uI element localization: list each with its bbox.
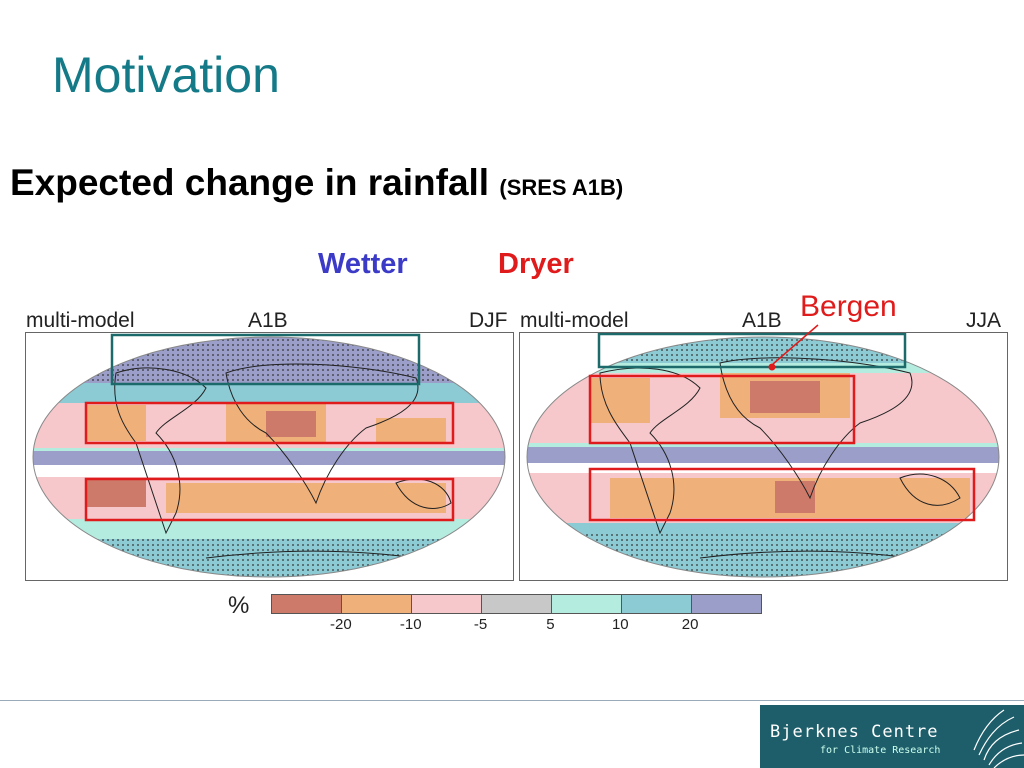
wet-region-box-jja (597, 333, 907, 369)
map1-left-label: multi-model (26, 309, 135, 332)
dry-region-box-jja-north (588, 374, 856, 445)
precip-map-djf (32, 333, 506, 578)
map1-center-label: A1B (248, 309, 288, 332)
subtitle-main: Expected change in rainfall (10, 162, 490, 203)
map1-right-label: DJF (469, 309, 508, 332)
legend-swatch (342, 595, 412, 613)
legend-swatch (622, 595, 692, 613)
slide-title: Motivation (52, 47, 280, 103)
wetter-label: Wetter (318, 248, 408, 280)
dry-region-box-djf-south (84, 477, 455, 522)
wet-region-box-djf (110, 333, 421, 386)
legend-swatch (552, 595, 622, 613)
legend-unit: % (228, 592, 250, 619)
map-panel-djf (25, 332, 514, 581)
logo-org-name: Bjerknes Centre (770, 722, 939, 742)
legend-tick-label: 20 (681, 616, 699, 633)
legend-swatch (692, 595, 761, 613)
legend-tick-label: -5 (473, 616, 488, 633)
legend-tick-label: -10 (399, 616, 422, 633)
legend-tick-label: -20 (330, 616, 352, 633)
logo-swirl-icon (973, 709, 1024, 768)
legend-swatch (412, 595, 482, 613)
map2-center-label: A1B (742, 309, 782, 332)
map-panel-jja (519, 332, 1008, 581)
dryer-label: Dryer (498, 248, 574, 280)
dry-region-box-jja-south (588, 467, 976, 522)
subtitle-scenario: (SRES A1B) (499, 175, 624, 200)
slide-subtitle: Expected change in rainfall (SRES A1B) (10, 162, 623, 204)
color-legend (271, 594, 762, 614)
legend-tick-label: 10 (611, 616, 629, 633)
footer-divider (0, 700, 1024, 701)
legend-tick-label: 5 (546, 616, 555, 633)
logo-org-sub: for Climate Research (820, 745, 941, 756)
bergen-label: Bergen (800, 290, 897, 323)
bergen-marker (768, 363, 776, 371)
map2-left-label: multi-model (520, 309, 629, 332)
map2-right-label: JJA (966, 309, 1002, 332)
dry-region-box-djf-north (84, 401, 455, 445)
precip-map-jja (526, 333, 1000, 578)
legend-swatch (272, 595, 342, 613)
bjerknes-logo: Bjerknes Centre for Climate Research (760, 705, 1024, 768)
legend-swatch (482, 595, 552, 613)
